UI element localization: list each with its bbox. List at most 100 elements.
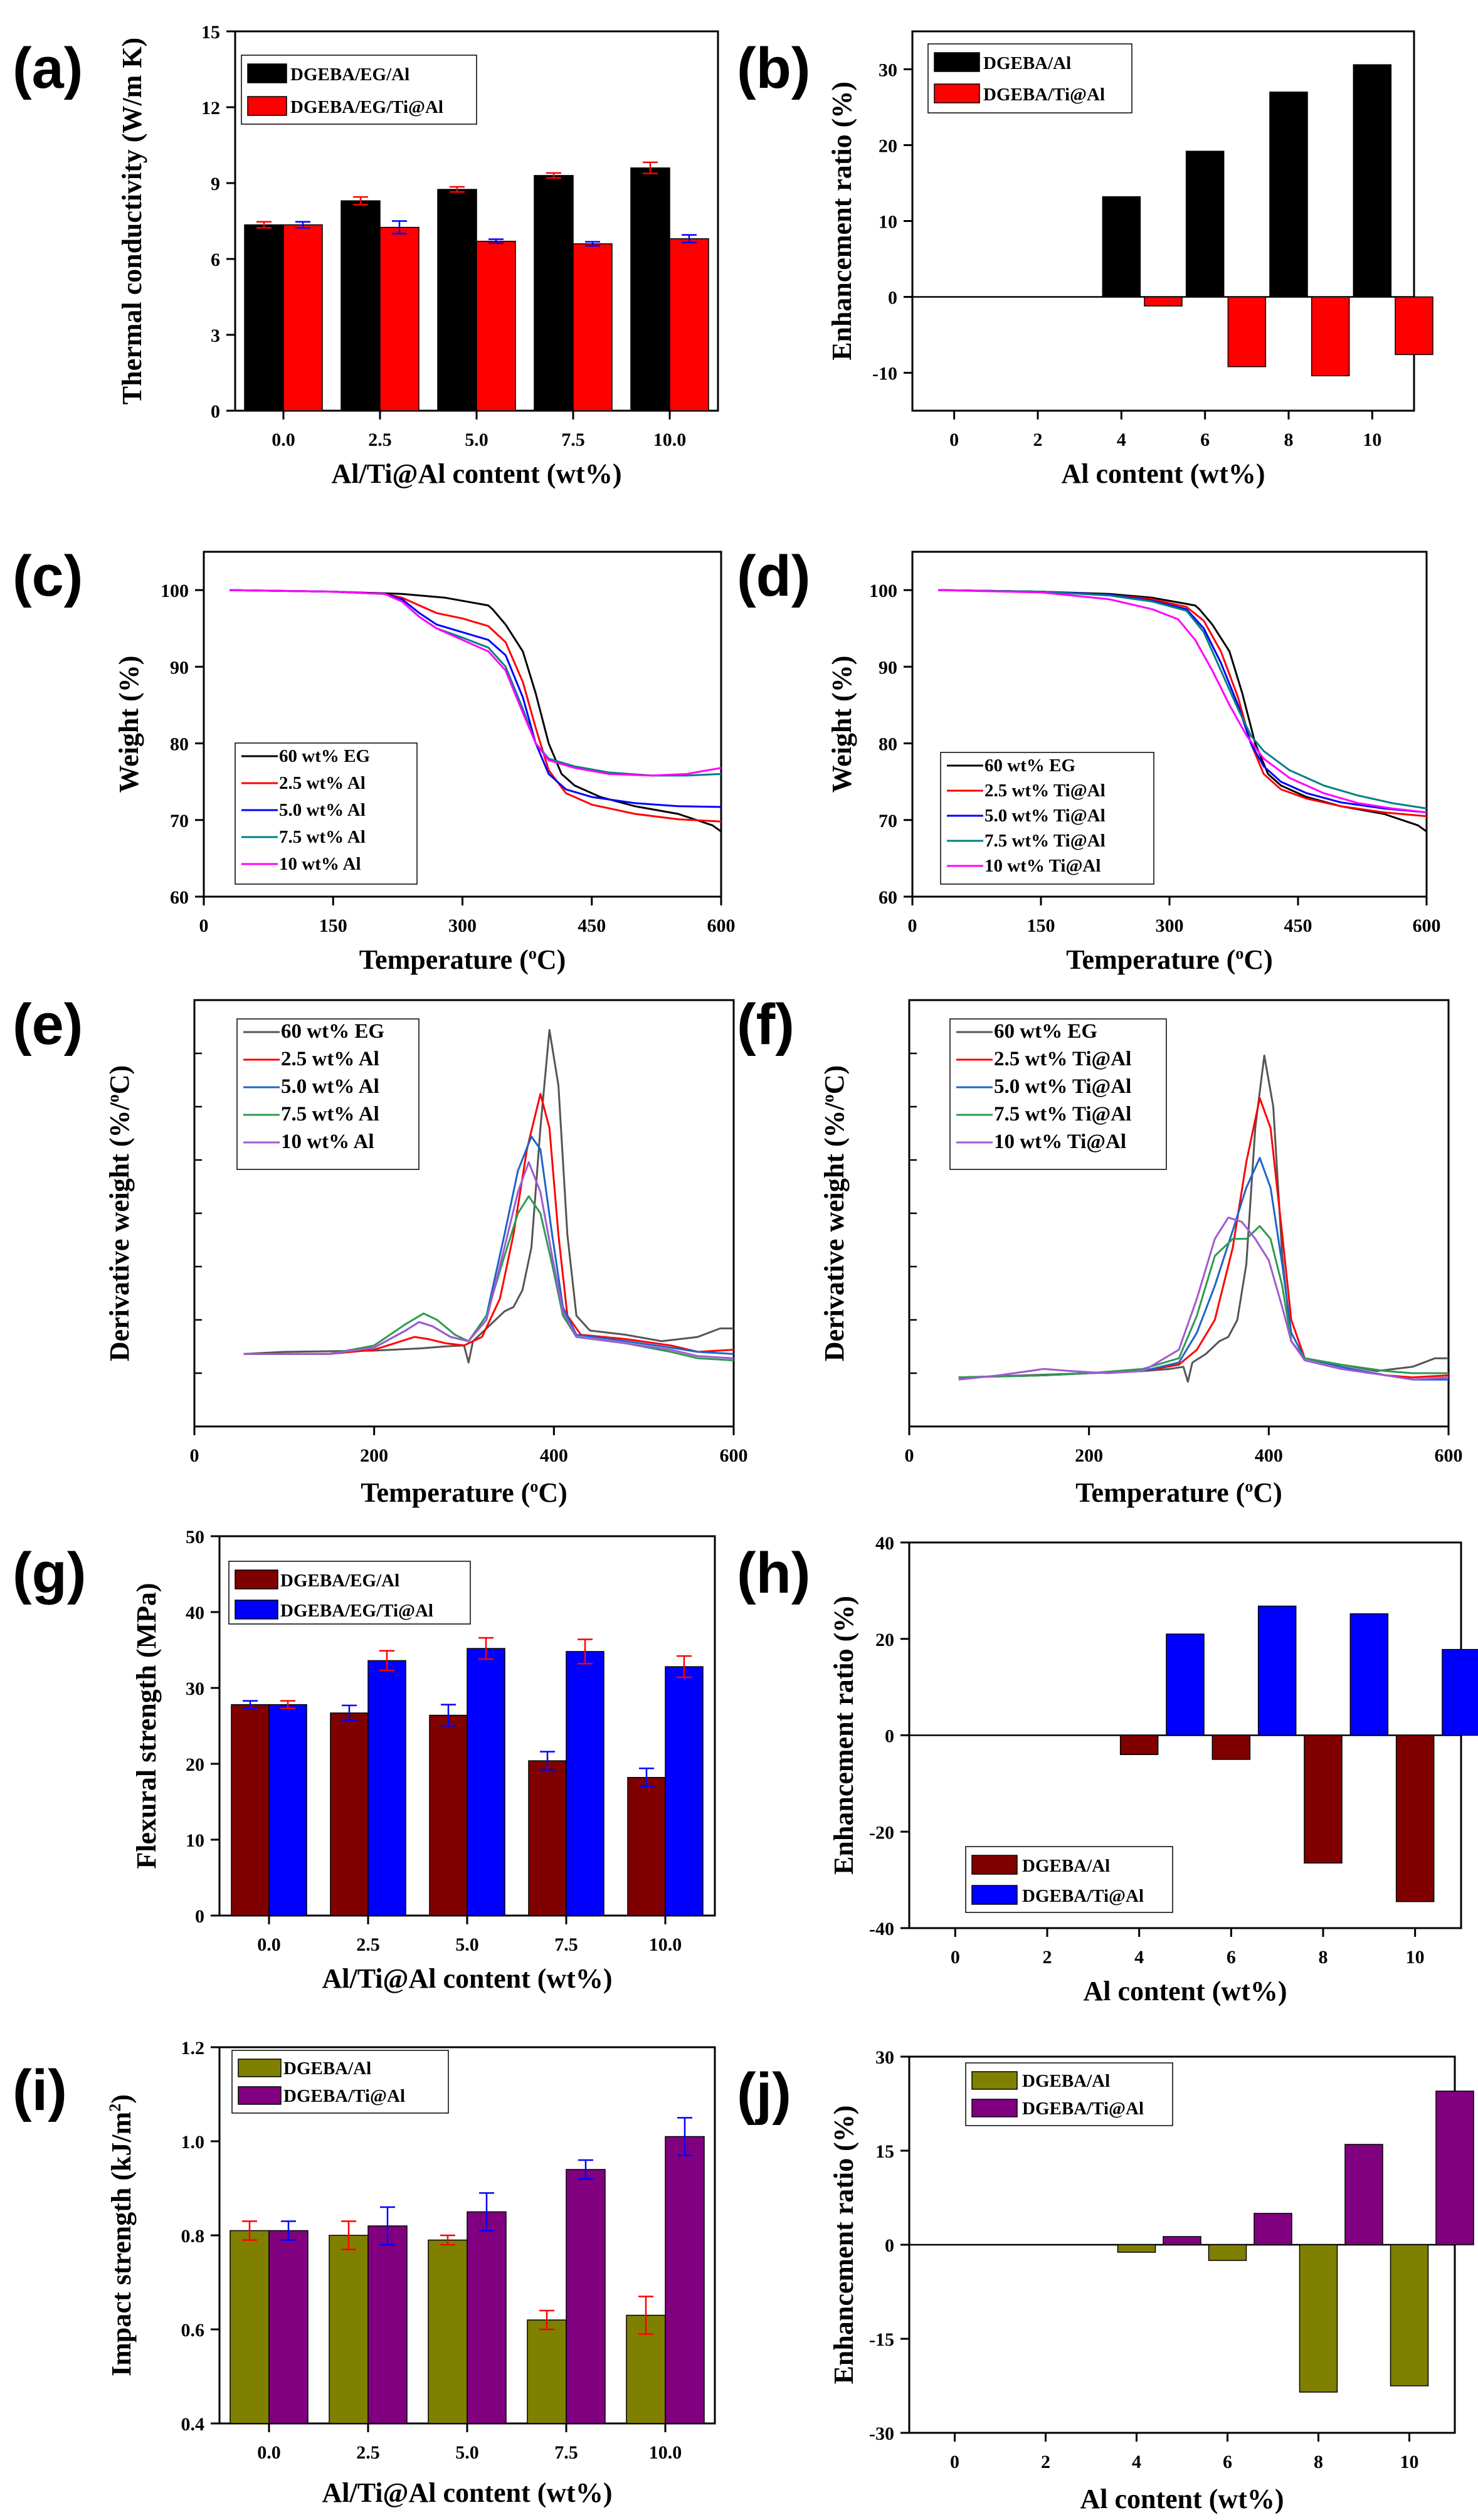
x-tick-label: 400 bbox=[540, 1445, 568, 1466]
bar-DGEBA/EG/Al bbox=[627, 1777, 666, 1916]
panel-label: (d) bbox=[737, 544, 810, 608]
legend-swatch bbox=[238, 2059, 282, 2077]
series-line-5.0 wt% Al bbox=[230, 589, 722, 808]
x-tick-label: 0 bbox=[190, 1445, 199, 1466]
legend-label: DGEBA/EG/Al bbox=[280, 1571, 399, 1591]
legend-swatch bbox=[235, 1600, 278, 1620]
x-tick-label: 0.0 bbox=[257, 1934, 281, 1955]
bar-DGEBA/Ti@Al bbox=[367, 2225, 408, 2424]
y-tick-label: 0 bbox=[885, 2235, 894, 2256]
bar-DGEBA/Ti@Al bbox=[1144, 296, 1183, 307]
legend-label: 10 wt% Ti@Al bbox=[984, 856, 1101, 876]
y-tick-label: 0 bbox=[211, 401, 220, 422]
y-tick-label: 12 bbox=[201, 98, 220, 119]
y-tick-label: -15 bbox=[869, 2329, 894, 2350]
bar-DGEBA/EG/Al bbox=[330, 1712, 369, 1916]
x-axis-title: Al/Ti@Al content (wt%) bbox=[322, 1963, 613, 1994]
legend-swatch bbox=[247, 96, 287, 116]
legend-label: DGEBA/EG/Ti@Al bbox=[280, 1601, 433, 1621]
text-run: Al content (wt%) bbox=[1080, 2484, 1284, 2514]
series-line-5.0 wt% Ti@Al bbox=[958, 1157, 1449, 1381]
text-run: (%/ bbox=[819, 1102, 850, 1147]
panel-f: (f) Temperature (oC) Derivative weight (%/… bbox=[737, 993, 1463, 1508]
y-axis-title: Derivative weight (%/oC) bbox=[819, 1065, 850, 1361]
text-run: Derivative weight bbox=[819, 1147, 850, 1361]
legend-label: 7.5 wt% Al bbox=[279, 827, 366, 847]
panel-a: 0 3 6 9 12 15 (a) Al/Ti@Al content (wt%) Thermal… bbox=[13, 22, 719, 489]
y-tick-label: 0 bbox=[888, 288, 897, 308]
bar-DGEBA/EG/Al bbox=[534, 175, 574, 411]
bar-DGEBA/Al bbox=[1304, 1734, 1343, 1864]
legend-label: 5.0 wt% Ti@Al bbox=[994, 1075, 1131, 1098]
x-tick-label: 300 bbox=[448, 915, 477, 936]
x-axis-title: Temperature (oC) bbox=[361, 1477, 567, 1508]
y-tick-label: 40 bbox=[875, 1533, 894, 1554]
y-tick-label: 0 bbox=[195, 1906, 204, 1927]
x-axis-title: Al content (wt%) bbox=[1083, 1976, 1287, 2006]
legend-label: 2.5 wt% Ti@Al bbox=[984, 781, 1106, 801]
bar-DGEBA/Al bbox=[1395, 1734, 1435, 1902]
bar-DGEBA/Al bbox=[1390, 2244, 1429, 2386]
x-tick-label: 2.5 bbox=[356, 2442, 380, 2463]
y-axis-title: Flexural strength (MPa) bbox=[131, 1583, 162, 1869]
x-tick-label: 2 bbox=[1043, 1947, 1052, 1968]
superscript: o bbox=[1235, 944, 1243, 962]
x-axis-title: Temperature (oC) bbox=[1075, 1477, 1282, 1508]
bar-DGEBA/Al bbox=[1208, 2244, 1247, 2261]
legend-label: 7.5 wt% Al bbox=[281, 1103, 379, 1126]
legend-label: DGEBA/Al bbox=[1022, 1856, 1110, 1876]
y-tick-label: 0 bbox=[885, 1726, 894, 1747]
x-tick-label: 600 bbox=[707, 915, 736, 936]
x-tick-label: 6 bbox=[1223, 2452, 1232, 2472]
series-line-60 wt% EG bbox=[243, 1029, 734, 1364]
x-tick-label: 200 bbox=[360, 1445, 388, 1466]
x-tick-label: 6 bbox=[1227, 1947, 1236, 1968]
x-tick-label: 10 bbox=[1400, 2452, 1419, 2472]
x-axis-title: Temperature (oC) bbox=[359, 944, 566, 975]
bar-DGEBA/EG/Al bbox=[630, 167, 670, 411]
x-tick-label: 0.0 bbox=[257, 2442, 281, 2463]
panel-label: (g) bbox=[13, 1541, 86, 1605]
legend-label: 10 wt% Al bbox=[281, 1131, 374, 1153]
x-tick-label: 0 bbox=[951, 1947, 960, 1968]
legend-label: DGEBA/Al bbox=[1022, 2071, 1110, 2091]
x-tick-label: 5.0 bbox=[465, 430, 488, 450]
bar-DGEBA/Ti@Al bbox=[1227, 296, 1267, 367]
x-tick-label: 0 bbox=[199, 915, 209, 936]
x-tick-label: 4 bbox=[1132, 2452, 1141, 2472]
y-tick-label: 80 bbox=[170, 734, 189, 755]
text-run: Weight (%) bbox=[113, 656, 144, 793]
text-run: Flexural strength (MPa) bbox=[131, 1583, 162, 1869]
x-tick-label: 2 bbox=[1041, 2452, 1050, 2472]
x-tick-label: 10.0 bbox=[649, 2442, 682, 2463]
x-tick-label: 600 bbox=[720, 1445, 748, 1466]
text-run: C) bbox=[1243, 944, 1272, 975]
series-line-10 wt% Al bbox=[243, 1161, 734, 1359]
text-run: Al content (wt%) bbox=[1061, 458, 1265, 489]
x-tick-label: 7.5 bbox=[554, 2442, 578, 2463]
legend-label: DGEBA/Ti@Al bbox=[1022, 2099, 1144, 2119]
text-run: Temperature bbox=[1075, 1477, 1235, 1508]
text-run: C) bbox=[819, 1065, 850, 1094]
x-tick-label: 4 bbox=[1134, 1947, 1144, 1968]
x-tick-label: 600 bbox=[1435, 1445, 1463, 1466]
text-run: (%/ bbox=[104, 1102, 135, 1147]
y-tick-label: 20 bbox=[186, 1754, 204, 1775]
x-tick-label: 0 bbox=[950, 2452, 959, 2472]
panel-label: (f) bbox=[737, 993, 794, 1057]
legend-label: 60 wt% EG bbox=[994, 1020, 1097, 1043]
panel-c: (c) Temperature (oC) Weight (%) 60 70 80 90 100… bbox=[13, 544, 736, 975]
bar-DGEBA/Al bbox=[1269, 92, 1308, 298]
bar-DGEBA/EG/Al bbox=[429, 1714, 468, 1916]
series-line-2.5 wt% Al bbox=[230, 589, 722, 823]
text-run: Enhancement ratio (%) bbox=[828, 1596, 859, 1875]
series-line-7.5 wt% Al bbox=[243, 1195, 734, 1362]
text-run: Enhancement ratio (%) bbox=[826, 82, 857, 361]
bar-DGEBA/Ti@Al bbox=[1442, 1648, 1478, 1736]
legend-swatch bbox=[971, 1855, 1018, 1875]
text-run: m bbox=[106, 2112, 137, 2135]
text-run: C) bbox=[537, 944, 566, 975]
y-tick-label: 70 bbox=[170, 811, 189, 831]
legend-swatch bbox=[235, 1569, 278, 1589]
bar-DGEBA/EG/Al bbox=[528, 1760, 567, 1916]
